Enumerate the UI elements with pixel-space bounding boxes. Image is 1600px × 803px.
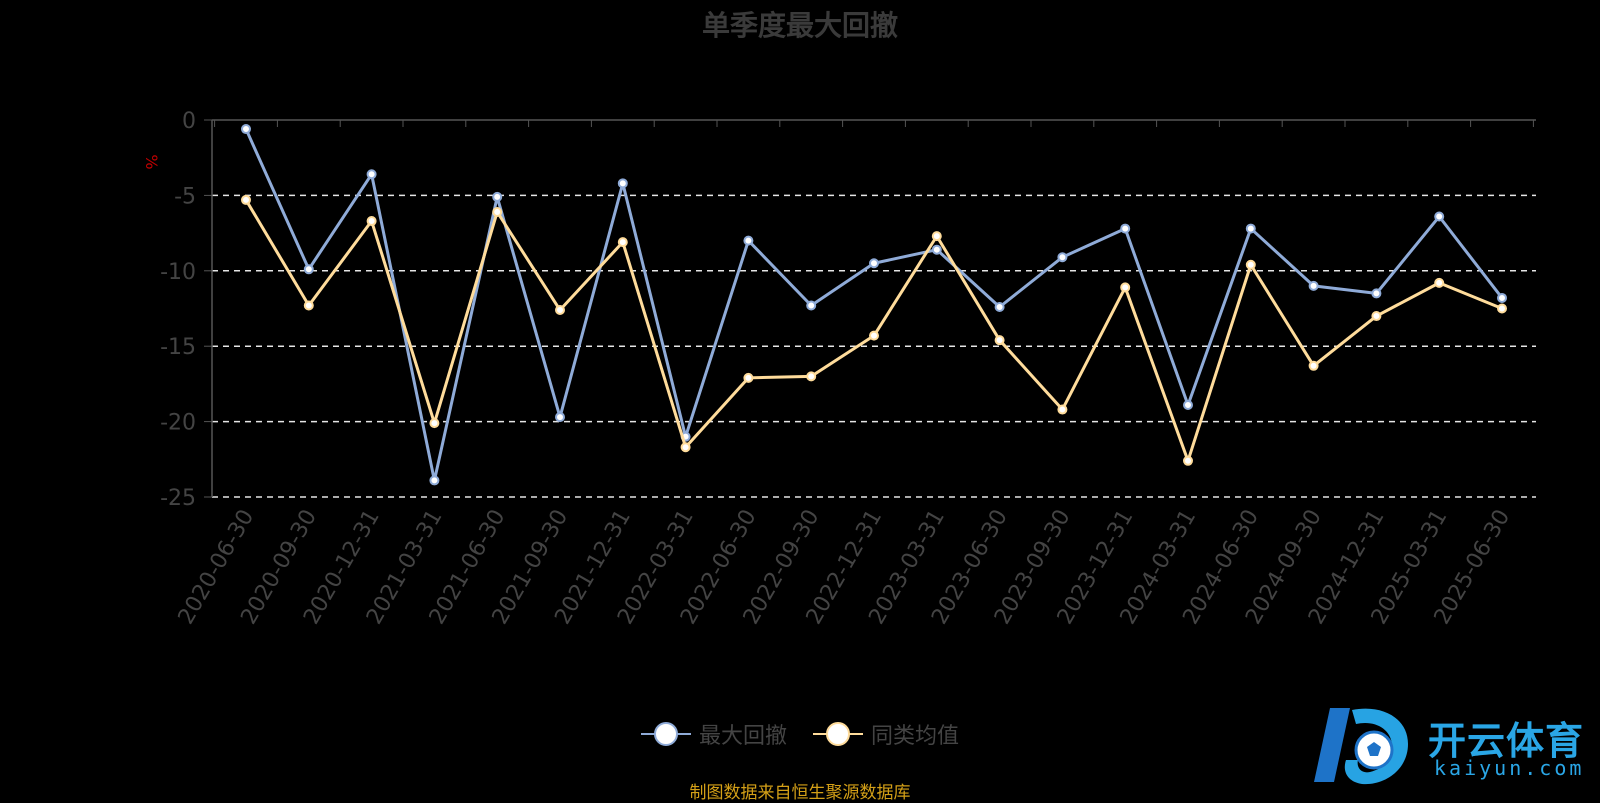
data-point	[1371, 311, 1382, 322]
data-point	[492, 206, 503, 217]
data-point	[241, 194, 251, 205]
data-point	[743, 372, 754, 383]
y-axis-label: %	[142, 154, 161, 169]
data-point	[1497, 292, 1507, 303]
data-point	[994, 301, 1005, 312]
data-point	[366, 169, 377, 180]
data-point	[303, 300, 314, 311]
legend-label: 同类均值	[871, 724, 960, 749]
data-point	[743, 235, 754, 246]
legend: 最大回撤 同类均值	[0, 718, 1600, 750]
chart-title: 单季度最大回撤	[701, 9, 898, 42]
data-point	[1245, 259, 1256, 270]
legend-swatch	[640, 722, 691, 746]
watermark-en: kaiyun.com	[1434, 756, 1585, 780]
y-tick-label: -10	[160, 260, 196, 285]
axes	[204, 119, 1536, 498]
data-point	[1497, 303, 1507, 314]
line-chart: 0-5-10-15-20-25%2020-06-302020-09-302020…	[142, 109, 1536, 629]
data-point	[555, 412, 565, 423]
legend-item-1[interactable]: 最大回撤	[640, 718, 787, 750]
data-point	[555, 305, 565, 316]
data-point	[303, 264, 314, 275]
y-tick-label: -15	[160, 335, 196, 360]
data-point	[1183, 455, 1193, 466]
legend-label: 最大回撤	[698, 724, 787, 749]
data-point	[1120, 223, 1131, 234]
data-point	[429, 418, 440, 429]
data-point	[1120, 282, 1131, 293]
watermark-logo: 开云体育 kaiyun.com	[1312, 700, 1592, 790]
data-point	[1057, 252, 1068, 263]
data-point	[1308, 360, 1319, 371]
data-point	[1434, 277, 1445, 288]
watermark-cn: 开云体育	[1428, 719, 1585, 763]
data-point	[1371, 288, 1382, 299]
data-point	[1183, 400, 1193, 411]
data-point	[366, 216, 377, 227]
data-point	[806, 300, 817, 311]
kaiyun-logo-icon	[1314, 708, 1408, 785]
series-lines	[241, 124, 1507, 486]
data-point	[429, 475, 440, 486]
data-point	[241, 124, 251, 135]
source-note: 制图数据来自恒生聚源数据库	[689, 783, 911, 803]
data-point	[806, 371, 817, 382]
y-tick-label: -5	[174, 184, 196, 209]
data-point	[492, 191, 503, 202]
data-point	[869, 330, 879, 341]
data-point	[869, 258, 879, 269]
data-point	[931, 244, 942, 255]
y-tick-label: -25	[160, 486, 196, 511]
data-point	[1308, 280, 1319, 291]
data-point	[931, 231, 942, 242]
data-point	[617, 178, 628, 189]
tick-labels: 0-5-10-15-20-25%2020-06-302020-09-302020…	[142, 109, 1515, 629]
legend-item-2[interactable]: 同类均值	[813, 718, 959, 750]
data-point	[680, 442, 691, 453]
data-point	[1434, 211, 1445, 222]
y-tick-label: -20	[160, 411, 196, 436]
data-point	[994, 335, 1005, 346]
legend-swatch	[813, 722, 863, 746]
data-point	[1245, 223, 1256, 234]
y-tick-label: 0	[182, 109, 196, 134]
data-point	[617, 237, 628, 248]
data-point	[1057, 404, 1068, 415]
